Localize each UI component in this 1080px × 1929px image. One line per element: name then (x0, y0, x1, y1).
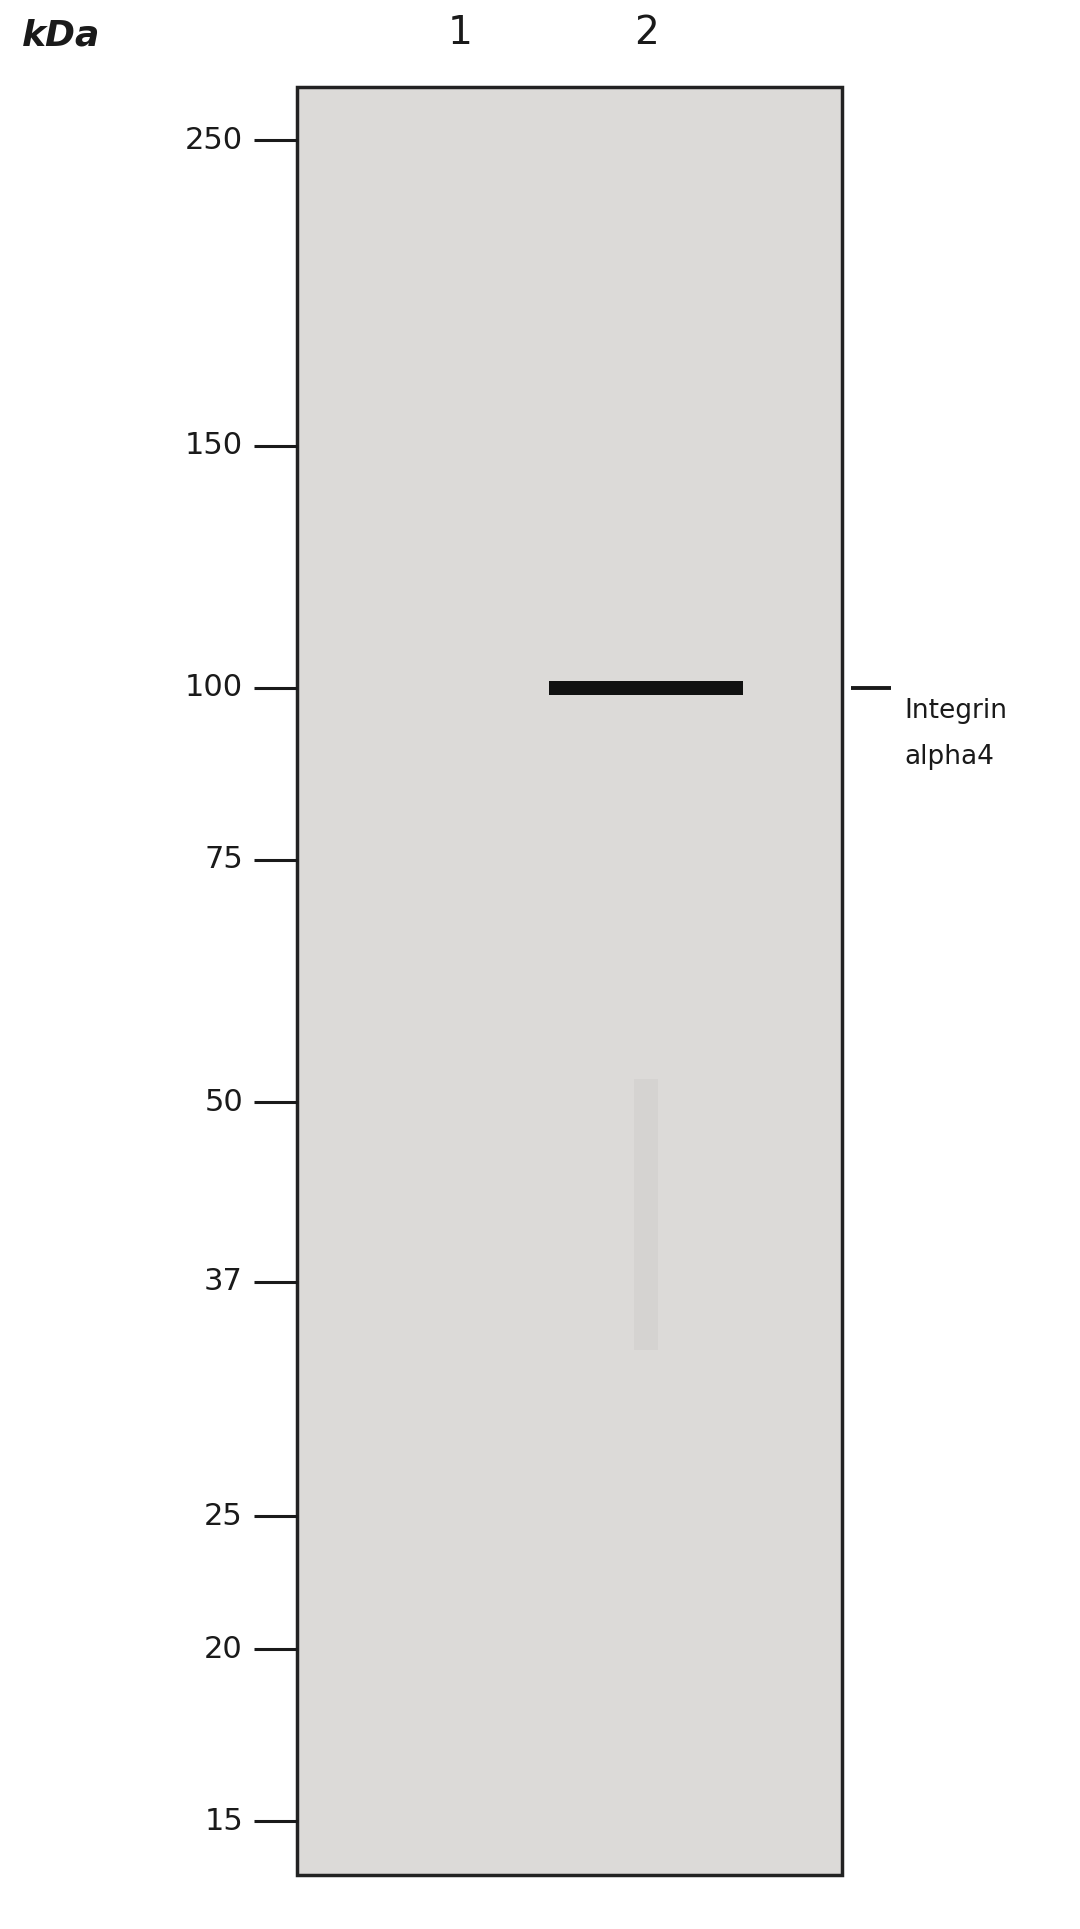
Text: 100: 100 (185, 673, 243, 702)
Text: Integrin
alpha4: Integrin alpha4 (904, 698, 1007, 770)
Text: 75: 75 (204, 845, 243, 874)
Text: 20: 20 (204, 1636, 243, 1665)
Text: 2: 2 (634, 14, 659, 52)
Text: 1: 1 (448, 14, 473, 52)
Text: kDa: kDa (22, 17, 100, 52)
Text: 150: 150 (185, 432, 243, 461)
Text: 50: 50 (204, 1088, 243, 1117)
Text: 15: 15 (204, 1807, 243, 1836)
Text: 25: 25 (204, 1501, 243, 1530)
Text: 250: 250 (185, 125, 243, 154)
Text: 37: 37 (204, 1267, 243, 1296)
Bar (549, 681, 743, 694)
Bar (634, 1078, 658, 1350)
Bar (297, 87, 842, 1875)
